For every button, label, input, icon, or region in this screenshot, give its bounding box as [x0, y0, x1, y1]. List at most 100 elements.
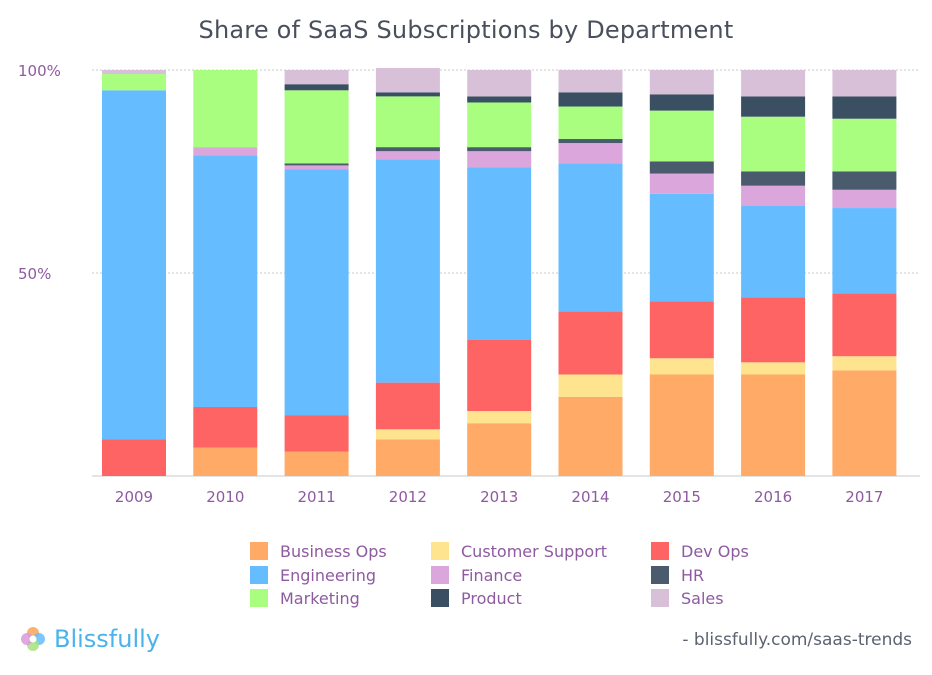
bar-segment-sales: [741, 70, 806, 97]
stacked-bar-chart: 100% 50% 2009 2010 2011 2012 2013 2014 2015 2016 2…: [18, 62, 920, 506]
bar-segment-product: [375, 92, 440, 97]
bar-segment-hr: [832, 171, 897, 190]
bar-segment-engineering: [284, 169, 349, 416]
legend-swatch: [250, 589, 268, 607]
bar-segment-dev-ops: [832, 293, 897, 357]
legend-swatch: [651, 589, 669, 607]
bar-segment-engineering: [193, 155, 258, 407]
bar-segment-business-ops: [558, 396, 623, 476]
bar-segment-hr: [467, 147, 532, 152]
bar-segment-dev-ops: [284, 415, 349, 452]
logo-text: Blissfully: [54, 625, 161, 653]
bar-segment-customer-support: [558, 374, 623, 397]
bar-segment-dev-ops: [375, 382, 440, 430]
legend-item: Sales: [651, 588, 724, 608]
bar-segment-sales: [375, 67, 440, 93]
bar-segment-engineering: [375, 159, 440, 383]
bar-segment-marketing: [467, 102, 532, 148]
legend-label: HR: [681, 565, 705, 585]
bar-segment-marketing: [741, 116, 806, 172]
legend-item: HR: [651, 565, 704, 585]
flower-logo-icon: [21, 627, 45, 651]
bar-segment-business-ops: [375, 439, 440, 476]
bar-segment-product: [832, 96, 897, 119]
bar-segment-customer-support: [375, 429, 440, 440]
bar-segment-dev-ops: [558, 311, 623, 375]
bar-segment-product: [284, 84, 349, 91]
bar-segment-finance: [649, 173, 714, 194]
bar-segment-business-ops: [741, 374, 806, 476]
bar-segment-dev-ops: [102, 439, 166, 476]
bar-segment-finance: [558, 143, 623, 164]
legend-swatch: [431, 542, 449, 560]
bar-segment-sales: [467, 70, 532, 97]
bar-segment-customer-support: [467, 411, 532, 424]
bar-segment-finance: [467, 151, 532, 168]
bar-segment-marketing: [193, 70, 258, 148]
legend-label: Finance: [461, 565, 523, 585]
bar-segment-dev-ops: [741, 297, 806, 363]
x-tick-label: 2013: [480, 488, 518, 506]
bar-segment-product: [558, 92, 623, 107]
legend-item: Product: [431, 588, 522, 608]
bar-segment-business-ops: [193, 447, 258, 476]
bar-segment-engineering: [558, 163, 623, 312]
source-link[interactable]: - blissfully.com/saas-trends: [682, 630, 912, 650]
bar-segment-customer-support: [832, 356, 897, 371]
legend-swatch: [651, 566, 669, 584]
bar-segment-sales: [558, 70, 623, 93]
legend-swatch: [250, 566, 268, 584]
bar-segment-finance: [832, 189, 897, 209]
blissfully-logo: Blissfully: [18, 624, 160, 654]
x-tick-label: 2014: [571, 488, 609, 506]
legend-item: Dev Ops: [651, 541, 749, 561]
y-tick-label: 100%: [18, 62, 61, 80]
bar-segment-engineering: [741, 206, 806, 298]
bar-segment-business-ops: [832, 370, 897, 476]
legend-label: Sales: [681, 588, 724, 608]
bar-segment-engineering: [832, 208, 897, 294]
bar-segment-marketing: [102, 74, 166, 91]
legend-swatch: [431, 566, 449, 584]
x-tick-label: 2015: [663, 488, 701, 506]
bar-segment-finance: [375, 151, 440, 160]
legend-swatch: [431, 589, 449, 607]
bar-segment-marketing: [375, 96, 440, 148]
legend-item: Finance: [431, 565, 522, 585]
bar-segment-business-ops: [284, 451, 349, 476]
bar-segment-customer-support: [649, 358, 714, 375]
legend-label: Business Ops: [280, 541, 387, 561]
bar-segment-marketing: [649, 110, 714, 162]
bar-segment-engineering: [467, 167, 532, 340]
bar-segment-finance: [284, 165, 349, 170]
bar-segment-business-ops: [467, 423, 532, 476]
bar-segment-hr: [375, 147, 440, 152]
legend-label: Dev Ops: [681, 541, 749, 561]
bar-segment-dev-ops: [467, 339, 532, 412]
legend-item: Marketing: [250, 588, 360, 608]
legend-swatch: [250, 542, 268, 560]
legend-item: Business Ops: [250, 541, 387, 561]
bar-segment-engineering: [102, 90, 166, 440]
bar-segment-sales: [832, 70, 897, 97]
legend-label: Engineering: [280, 565, 376, 585]
legend-label: Customer Support: [461, 541, 608, 561]
bar-segment-finance: [193, 147, 258, 156]
bar-segment-sales: [102, 70, 166, 75]
bar-segment-hr: [558, 139, 623, 144]
bar-segment-hr: [649, 161, 714, 174]
x-tick-label: 2016: [754, 488, 792, 506]
legend-swatch: [651, 542, 669, 560]
bar-segment-hr: [741, 171, 806, 186]
bar-segment-product: [741, 96, 806, 117]
bar-segment-sales: [284, 70, 349, 85]
bar-segment-hr: [284, 163, 349, 166]
x-tick-label: 2009: [115, 488, 153, 506]
bar-segment-marketing: [284, 90, 349, 164]
x-tick-label: 2011: [298, 488, 336, 506]
bar-segment-finance: [741, 185, 806, 207]
bar-segment-product: [649, 94, 714, 111]
chart-title: Share of SaaS Subscriptions by Departmen…: [198, 16, 734, 44]
bar-segment-marketing: [558, 106, 623, 140]
bar-segment-marketing: [832, 118, 897, 172]
